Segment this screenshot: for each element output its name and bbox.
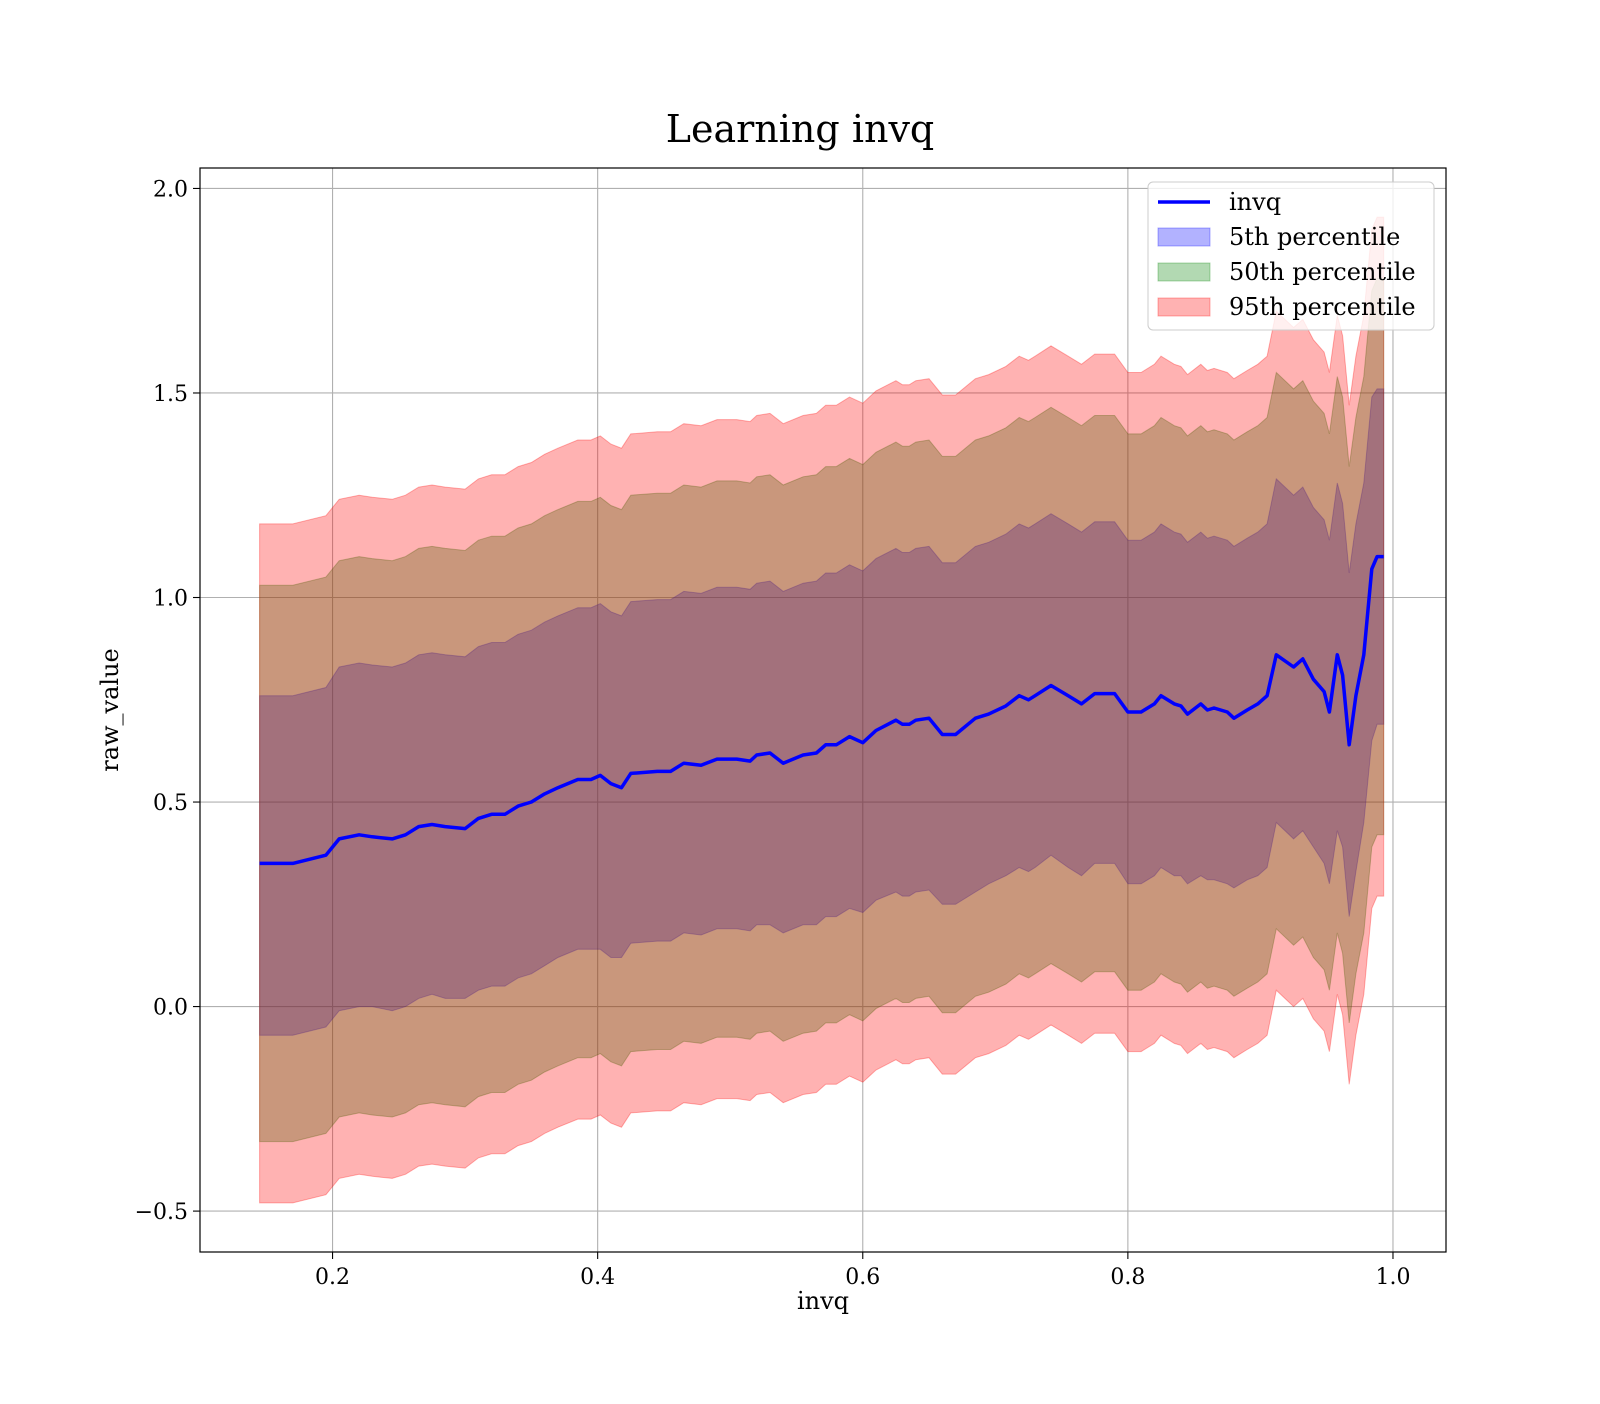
y-tick-label: 0.5 <box>153 791 188 816</box>
axis-ticks: 0.2 0.4 0.6 0.8 1.0 −0.5 0.0 0.5 1.0 1.5 2.0 <box>135 177 1411 1290</box>
chart-title: Learning invq <box>666 107 934 151</box>
legend: invq 5th percentile 50th percentile 95th… <box>1147 181 1435 331</box>
y-tick-label: 1.5 <box>153 382 188 407</box>
band-50th-percentile <box>259 277 1385 1143</box>
x-tick-label: 0.4 <box>580 1265 615 1290</box>
y-tick-label: 1.0 <box>153 587 188 612</box>
plot-frame <box>199 167 1447 1253</box>
y-tick-label: 0.0 <box>153 996 188 1021</box>
legend-box <box>1147 181 1435 331</box>
band-95th-percentile <box>259 216 1385 1204</box>
x-tick-label: 0.6 <box>845 1265 880 1290</box>
x-tick-label: 1.0 <box>1375 1265 1410 1290</box>
x-tick-label: 0.8 <box>1110 1265 1145 1290</box>
legend-swatch-50th-percentile <box>1157 262 1211 282</box>
legend-label-invq: invq <box>1229 188 1281 216</box>
percentile-bands <box>259 216 1385 1204</box>
x-tick-label: 0.2 <box>315 1265 350 1290</box>
y-tick-label: 2.0 <box>153 177 188 202</box>
band-5th-percentile <box>259 388 1385 1036</box>
legend-label-5th-percentile: 5th percentile <box>1229 223 1400 251</box>
series-line-invq <box>259 554 1384 866</box>
legend-label-95th-percentile: 95th percentile <box>1229 293 1416 321</box>
y-tick-label: −0.5 <box>135 1200 188 1225</box>
series-lines <box>259 554 1384 866</box>
y-axis-label: raw_value <box>96 648 124 772</box>
x-axis-label: invq <box>797 1287 849 1315</box>
legend-swatch-5th-percentile <box>1157 227 1211 247</box>
legend-label-50th-percentile: 50th percentile <box>1229 258 1416 286</box>
legend-swatch-95th-percentile <box>1157 297 1211 317</box>
